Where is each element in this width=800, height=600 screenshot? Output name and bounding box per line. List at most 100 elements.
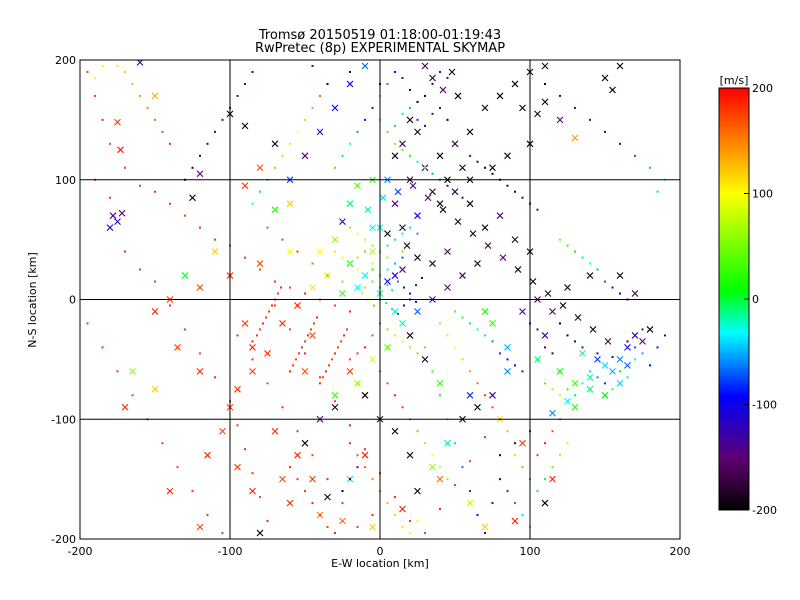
data-point-dot (341, 154, 344, 157)
data-point-dot (476, 160, 479, 163)
data-point-dot (431, 454, 434, 457)
data-point-dot (251, 472, 254, 475)
data-point-dot (596, 376, 599, 379)
x-tick-label: 200 (670, 545, 691, 558)
data-point-dot (154, 280, 156, 283)
data-point-dot (311, 106, 314, 109)
data-point-dot (514, 454, 516, 457)
data-point-cross (646, 326, 654, 333)
data-point-cross (369, 224, 376, 232)
data-point-dot (206, 514, 209, 517)
colorbar-tick-label: 200 (752, 82, 773, 95)
data-point-dot (521, 514, 524, 517)
data-point-dot (409, 346, 411, 349)
data-point-cross (469, 230, 477, 238)
data-point-dot (266, 226, 269, 229)
data-point-dot (319, 514, 321, 517)
data-point-dot (484, 334, 486, 337)
data-point-dot (326, 526, 329, 529)
data-point-dot (409, 292, 411, 295)
data-point-dot (664, 334, 666, 337)
data-point-dot (544, 346, 546, 349)
data-point-dot (604, 280, 606, 283)
data-point-dot (394, 70, 396, 73)
data-point-dot (349, 226, 351, 229)
data-point-dot (446, 184, 449, 187)
data-point-cross (586, 385, 594, 393)
data-point-cross (406, 116, 414, 124)
data-point-cross (391, 200, 399, 208)
data-point-dot (295, 358, 297, 361)
data-point-cross (436, 152, 444, 160)
data-point-dot (214, 130, 216, 133)
data-point-dot (334, 400, 336, 403)
data-point-cross (454, 218, 462, 226)
data-point-cross (166, 487, 174, 495)
data-point-dot (334, 166, 336, 169)
data-point-dot (109, 142, 111, 145)
data-point-cross (444, 439, 451, 447)
data-point-cross (361, 391, 369, 399)
data-point-dot (409, 520, 411, 523)
data-point-dot (356, 454, 359, 457)
data-point-dot (364, 466, 366, 469)
colorbar-tick-label: -200 (752, 504, 777, 517)
data-point-dot (551, 430, 554, 433)
data-point-dot (319, 94, 321, 97)
data-point-dot (101, 64, 104, 67)
data-point-dot (221, 118, 224, 121)
y-axis-ticks: 200 100 0 -100 -200 (51, 54, 76, 546)
data-point-dot (371, 244, 374, 247)
data-point-dot (386, 382, 389, 385)
data-point-dot (611, 286, 614, 289)
data-point-cross (121, 403, 129, 411)
data-point-dot (416, 430, 419, 433)
data-point-dot (86, 322, 89, 325)
data-point-cross (609, 86, 616, 94)
data-point-dot (251, 358, 254, 361)
data-point-dot (403, 304, 405, 307)
data-point-dot (214, 376, 216, 379)
data-point-cross (391, 152, 399, 160)
data-point-dot (514, 502, 516, 505)
data-point-dot (574, 394, 576, 397)
data-point-cross (384, 278, 391, 285)
data-point-dot (394, 262, 396, 265)
data-point-dot (394, 394, 396, 397)
data-point-cross (286, 248, 294, 255)
data-point-dot (191, 166, 194, 169)
data-point-cross (414, 128, 421, 136)
data-point-dot (521, 466, 524, 469)
data-point-dot (349, 70, 351, 73)
data-point-dot (364, 286, 366, 289)
data-point-dot (356, 526, 359, 529)
data-point-dot (604, 130, 606, 133)
data-point-cross (466, 391, 474, 399)
data-point-dot (403, 286, 405, 289)
data-point-dot (386, 256, 389, 259)
data-point-cross (391, 272, 399, 279)
data-point-dot (326, 82, 329, 85)
data-point-dot (454, 310, 456, 313)
colorbar-ticks: 200 100 0 -100 -200 (744, 82, 777, 517)
data-point-cross (409, 182, 417, 190)
data-point-cross (519, 104, 526, 112)
data-point-dot (484, 394, 486, 397)
data-point-cross (466, 200, 474, 208)
data-point-dot (469, 460, 471, 463)
data-point-cross (117, 146, 124, 154)
data-point-cross (451, 140, 459, 148)
data-point-dot (439, 466, 441, 469)
data-point-cross (579, 349, 586, 357)
data-point-cross (414, 308, 421, 315)
data-point-dot (409, 88, 411, 91)
data-point-dot (364, 448, 366, 451)
y-tick-label: -200 (51, 533, 76, 546)
data-point-dot (86, 70, 89, 73)
data-point-dot (298, 352, 300, 355)
data-point-cross (444, 248, 451, 255)
data-point-cross (196, 284, 204, 291)
data-point-dot (506, 184, 509, 187)
data-point-cross (571, 379, 579, 387)
